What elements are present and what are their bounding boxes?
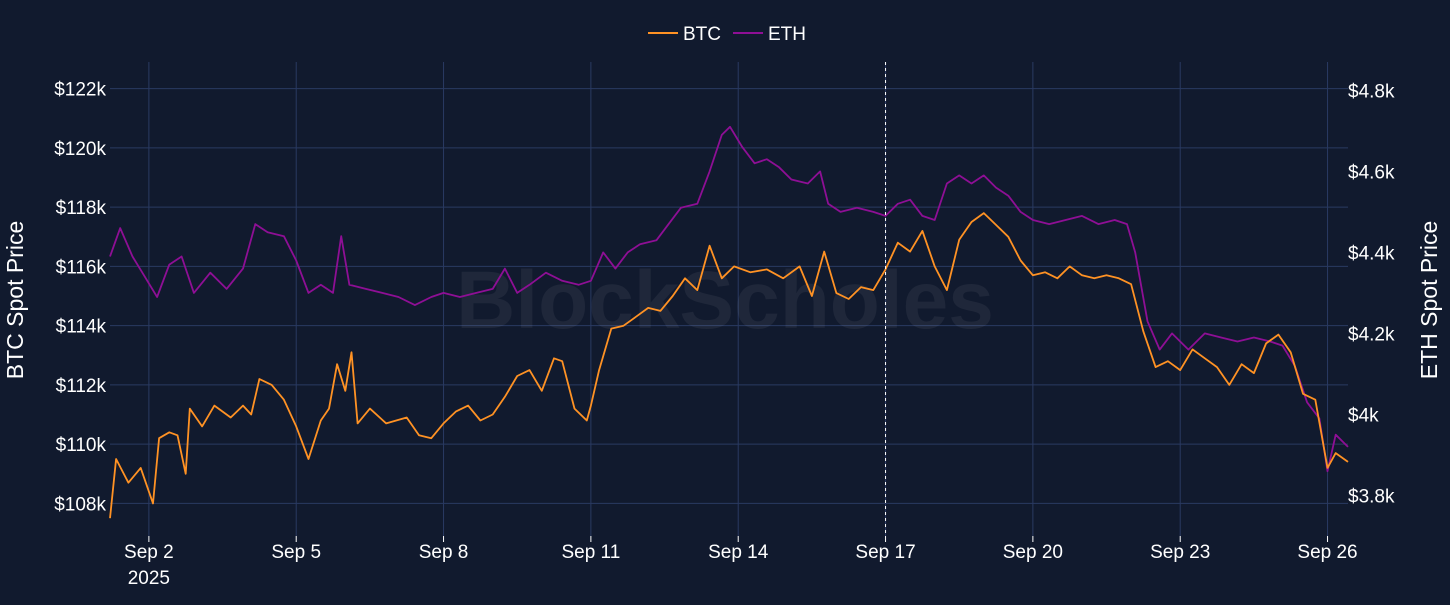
y-right-axis-title: ETH Spot Price bbox=[1416, 221, 1442, 380]
y-left-tick-label: $108k bbox=[54, 494, 106, 515]
legend-label-eth: ETH bbox=[768, 24, 806, 45]
y-right-tick-label: $3.8k bbox=[1348, 486, 1395, 507]
y-left-tick-label: $120k bbox=[54, 139, 106, 160]
x-tick-label: Sep 26 bbox=[1297, 542, 1357, 563]
y-left-tick-label: $122k bbox=[54, 80, 106, 101]
y-right-tick-label: $4.8k bbox=[1348, 81, 1395, 102]
y-left-tick-label: $110k bbox=[56, 435, 107, 456]
y-left-axis-title: BTC Spot Price bbox=[2, 221, 28, 380]
y-right-tick-label: $4.6k bbox=[1348, 162, 1395, 183]
legend[interactable]: BTC ETH bbox=[648, 24, 806, 45]
axes: Sep 2 2025 Sep 5 Sep 8 Sep 11 Sep 14 Sep 17 Sep… bbox=[2, 80, 1442, 589]
y-right-tick-label: $4k bbox=[1348, 405, 1379, 426]
x-tick-year-label: 2025 bbox=[128, 568, 170, 589]
y-left-tick-label: $114k bbox=[56, 317, 107, 338]
x-tick-label: Sep 23 bbox=[1150, 542, 1210, 563]
legend-item-btc[interactable]: BTC bbox=[648, 24, 721, 45]
x-tick-label: Sep 8 bbox=[419, 542, 469, 563]
watermark: BlockScholes bbox=[456, 255, 994, 346]
legend-item-eth[interactable]: ETH bbox=[733, 24, 806, 45]
y-left-tick-label: $116k bbox=[56, 257, 107, 278]
x-tick-label: Sep 11 bbox=[561, 542, 620, 563]
y-right-tick-label: $4.2k bbox=[1348, 324, 1395, 345]
watermark-text: BlockScholes bbox=[456, 255, 994, 346]
y-left-tick-label: $112k bbox=[56, 376, 107, 397]
x-tick-label: Sep 2 bbox=[124, 542, 174, 563]
x-tick-label: Sep 14 bbox=[708, 542, 769, 563]
series-lines bbox=[109, 125, 1349, 519]
x-tick-label: Sep 17 bbox=[855, 542, 915, 563]
x-tick-label: Sep 5 bbox=[271, 542, 321, 563]
x-tick-label: Sep 20 bbox=[1003, 542, 1063, 563]
legend-label-btc: BTC bbox=[683, 24, 721, 45]
series-line-eth bbox=[109, 125, 1349, 473]
series-line-btc bbox=[109, 212, 1349, 519]
y-left-tick-label: $118k bbox=[56, 198, 107, 219]
y-right-tick-label: $4.4k bbox=[1348, 243, 1395, 264]
